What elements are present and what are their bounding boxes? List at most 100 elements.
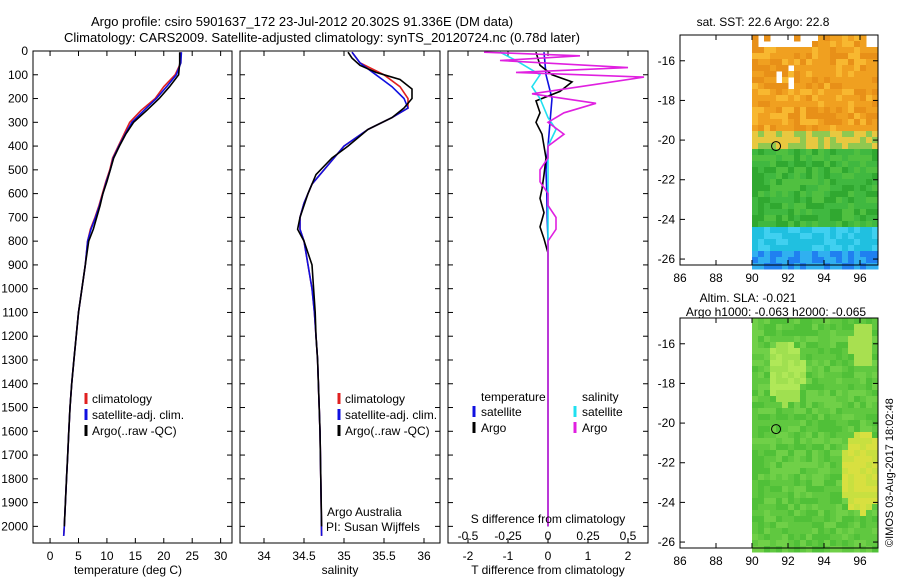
map-cell [812, 101, 819, 108]
map-cell [788, 462, 795, 469]
map-cell [812, 53, 819, 60]
map-cell [752, 83, 759, 90]
map-cell [824, 233, 831, 240]
map-cell [848, 414, 855, 421]
map-cell [824, 474, 831, 481]
map-cell [848, 510, 855, 517]
x-tick-label: 15 [129, 549, 143, 563]
map-cell [842, 239, 849, 246]
map-cell [830, 414, 837, 421]
map-cell [776, 179, 783, 186]
map-cell [824, 35, 831, 42]
map-cell [824, 143, 831, 150]
map-cell [764, 522, 771, 529]
map-cell [758, 318, 765, 325]
x-tick-label: 2 [625, 549, 632, 563]
map-cell [860, 522, 867, 529]
difference-panel: -2 -1 0 1 2-0.5 -0.25 0 0.25 0.5 [447, 50, 649, 563]
map-cell [794, 432, 801, 439]
map-cell [788, 179, 795, 186]
map-cell [836, 131, 843, 138]
map-cell [854, 251, 861, 258]
y-tick-label: -26 [658, 535, 676, 549]
map-cell [866, 444, 873, 451]
map-cell [818, 450, 825, 457]
map-cell [824, 372, 831, 379]
map-cell [776, 384, 783, 391]
map-cell [806, 215, 813, 222]
map-cell [860, 378, 867, 385]
y-tick-label: 2000 [1, 519, 28, 533]
map-cell [860, 390, 867, 397]
map-cell [860, 113, 867, 120]
map-cell [758, 510, 765, 517]
map-cell [848, 420, 855, 427]
map-cell [854, 354, 861, 361]
map-cell [872, 516, 879, 523]
map-cell [788, 330, 795, 337]
y-tick-label: -22 [658, 173, 676, 187]
map-cell [770, 498, 777, 505]
map-cell [836, 474, 843, 481]
map-cell [800, 95, 807, 102]
map-cell [764, 534, 771, 541]
title-line-2: Climatology: CARS2009. Satellite-adjuste… [64, 30, 580, 45]
map-cell [764, 378, 771, 385]
map-cell [848, 155, 855, 162]
map-cell [860, 191, 867, 198]
map-cell [866, 167, 873, 174]
map-cell [836, 336, 843, 343]
map-cell [782, 119, 789, 126]
map-cell [776, 251, 783, 258]
map-cell [872, 348, 879, 355]
map-cell [872, 498, 879, 505]
map-cell [770, 173, 777, 180]
map-cell [782, 474, 789, 481]
series-line-s-argo [483, 51, 645, 527]
map-cell [776, 492, 783, 499]
map-cell [806, 71, 813, 78]
y-tick-label: 700 [8, 210, 28, 224]
map-cell [812, 47, 819, 54]
map-cell [872, 173, 879, 180]
map-cell [764, 498, 771, 505]
map-cell [812, 492, 819, 499]
sal-x-tick-label: -0.25 [494, 529, 522, 543]
map-cell [860, 77, 867, 84]
map-cell [806, 167, 813, 174]
map-cell [872, 167, 879, 174]
map-cell [836, 366, 843, 373]
map-cell [794, 492, 801, 499]
map-cell [830, 155, 837, 162]
map-cell [866, 179, 873, 186]
map-cell [866, 71, 873, 78]
map-cell [800, 53, 807, 60]
map-cell [806, 456, 813, 463]
map-cell [794, 336, 801, 343]
map-cell [806, 534, 813, 541]
y-tick-label: -20 [658, 133, 676, 147]
map-cell [788, 354, 795, 361]
y-tick-label: 800 [8, 234, 28, 248]
map-cell [848, 462, 855, 469]
map-cell [818, 167, 825, 174]
map-cell [824, 402, 831, 409]
map-cell [830, 360, 837, 367]
map-cell [800, 432, 807, 439]
map-cell [860, 330, 867, 337]
map-cell [812, 528, 819, 535]
map-cell [860, 173, 867, 180]
map-cell [860, 318, 867, 325]
map-cell [866, 462, 873, 469]
map-cell [770, 209, 777, 216]
map-cell [800, 257, 807, 264]
map-cell [800, 318, 807, 325]
map-cell [830, 83, 837, 90]
map-cell [860, 366, 867, 373]
map-cell [830, 47, 837, 54]
map-cell [770, 131, 777, 138]
map-cell [782, 468, 789, 475]
map-cell [860, 89, 867, 96]
map-cell [770, 221, 777, 228]
map-cell [836, 330, 843, 337]
